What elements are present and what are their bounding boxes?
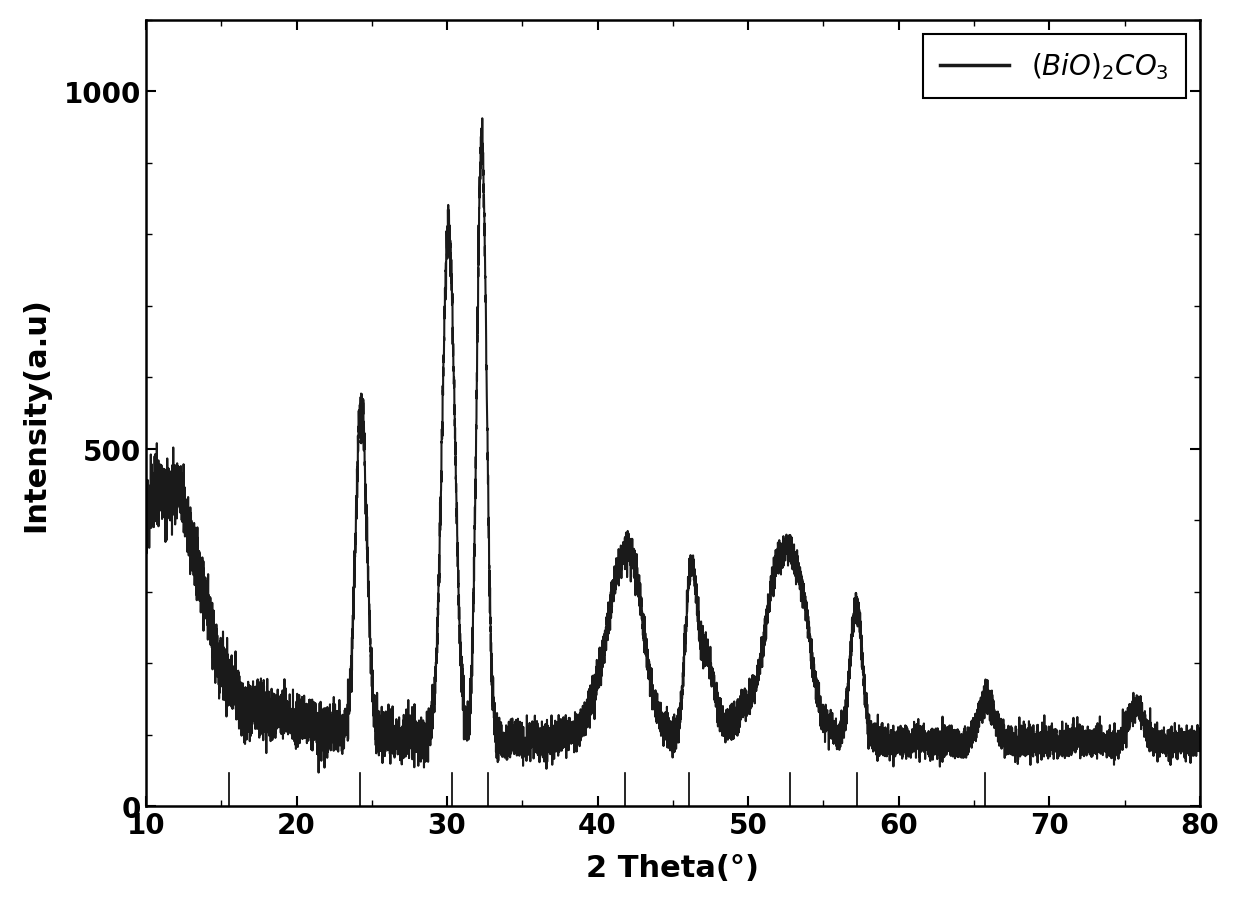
Legend: $(BiO)_2CO_3$: $(BiO)_2CO_3$ [923, 34, 1185, 98]
Y-axis label: Intensity(a.u): Intensity(a.u) [21, 296, 50, 531]
X-axis label: 2 Theta(°): 2 Theta(°) [587, 853, 759, 882]
